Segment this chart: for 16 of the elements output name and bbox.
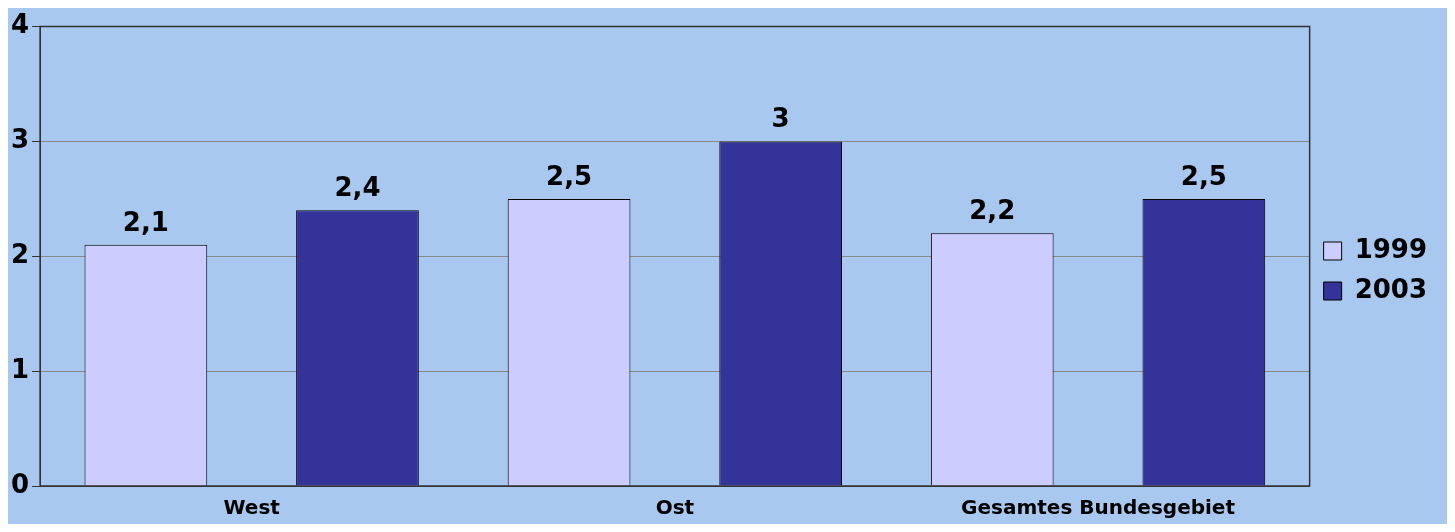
data-label: 2,2 <box>969 195 1016 226</box>
y-tick-label: 1 <box>11 353 30 384</box>
x-tick-label: Gesamtes Bundesgebiet <box>961 495 1236 520</box>
y-tick-label: 4 <box>11 9 30 40</box>
y-tick-label: 3 <box>11 124 30 155</box>
data-label: 3 <box>771 103 790 134</box>
data-label: 2,4 <box>334 172 381 203</box>
data-label: 2,5 <box>546 160 593 191</box>
data-label: 2,5 <box>1180 160 1227 191</box>
legend-label: 1999 <box>1354 233 1428 264</box>
data-label: 2,1 <box>122 206 169 237</box>
x-tick-label: West <box>223 495 281 520</box>
y-tick-label: 2 <box>11 239 30 270</box>
legend-label: 2003 <box>1354 273 1428 304</box>
x-tick-label: Ost <box>655 495 695 520</box>
y-tick-label: 0 <box>11 468 30 499</box>
